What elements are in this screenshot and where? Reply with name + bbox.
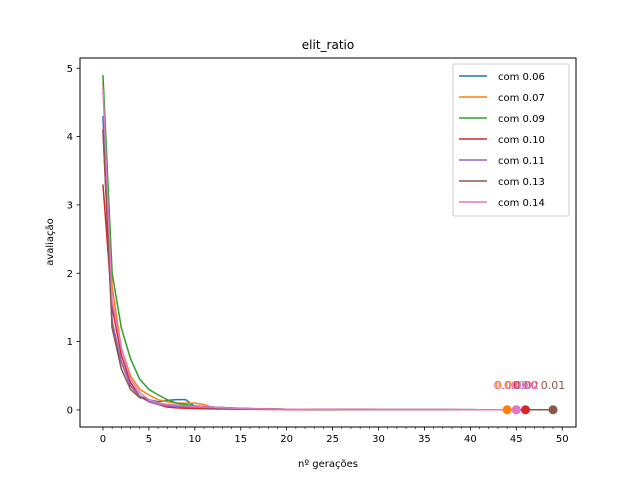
y-tick-label: 1: [67, 337, 73, 348]
end-marker-6: [548, 405, 558, 415]
x-tick-label: 35: [418, 434, 431, 445]
plot-frame: [79, 57, 577, 428]
y-tick-label: 3: [67, 200, 73, 211]
x-axis-ticks: 0 5 10 15 20 25 30 35 40 45 50: [100, 427, 569, 445]
end-marker-2: [502, 405, 512, 415]
legend-label-2: com 0.07: [498, 93, 545, 104]
x-tick-label: 10: [188, 434, 201, 445]
series-layer: [102, 75, 554, 411]
y-tick-label: 5: [67, 64, 73, 75]
legend: com 0.06 com 0.07 com 0.09 com 0.10 com 0.11…: [452, 63, 570, 217]
end-marker-4: [520, 405, 530, 415]
legend-label-3: com 0.09: [498, 114, 545, 125]
end-markers: [502, 405, 558, 415]
x-tick-label: 40: [464, 434, 477, 445]
x-tick-label: 0: [100, 434, 106, 445]
y-axis-title: avaliação: [45, 218, 56, 266]
x-tick-label: 25: [326, 434, 339, 445]
x-tick-label: 5: [146, 434, 152, 445]
x-tick-label: 15: [234, 434, 247, 445]
legend-label-6: com 0.13: [498, 177, 545, 188]
end-labels: 0.000.000.00 0.010.00002: [494, 379, 566, 392]
series-line-7: [102, 88, 517, 411]
x-tick-label: 20: [280, 434, 293, 445]
legend-label-4: com 0.10: [498, 135, 545, 146]
y-tick-label: 0: [67, 405, 73, 416]
y-axis-ticks: 0 1 2 3 4 5: [67, 64, 80, 416]
chart-title: elit_ratio: [302, 38, 354, 52]
end-label-4: 0.00: [513, 379, 538, 392]
y-tick-label: 2: [67, 269, 73, 280]
end-label-2: 0.00: [495, 379, 520, 392]
x-tick-label: 30: [372, 434, 385, 445]
end-label-5: 0.00: [504, 379, 529, 392]
legend-label-7: com 0.14: [498, 198, 545, 209]
end-label-6: 0.01: [541, 379, 566, 392]
x-tick-label: 45: [510, 434, 523, 445]
end-label-7: 0.00002: [494, 379, 540, 392]
legend-label-1: com 0.06: [498, 72, 545, 83]
x-axis-title: nº gerações: [298, 459, 358, 470]
legend-label-5: com 0.11: [498, 156, 545, 167]
legend-box: [452, 63, 570, 217]
y-tick-label: 4: [67, 132, 73, 143]
end-marker-7: [511, 405, 521, 415]
x-tick-label: 50: [556, 434, 569, 445]
